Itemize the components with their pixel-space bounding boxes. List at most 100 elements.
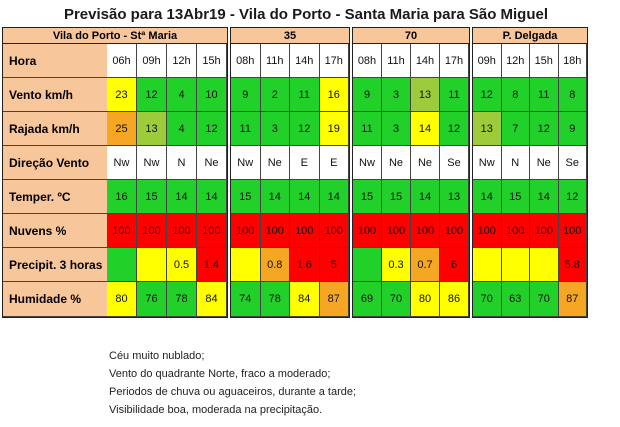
note-line: Céu muito nublado; [109,350,205,362]
value-cell: 86 [440,282,469,317]
value-cell: 11 [290,78,320,112]
hour-cell: 08h [231,44,261,78]
forecast-block: 35 08h 11h 14h 17h 9 2 11 16 11 3 12 19 Nw Ne E E 15 14 14 1… [230,27,350,318]
value-cell: 12 [290,112,320,146]
value-cell: N [501,146,530,180]
value-cell: 4 [167,78,197,112]
value-cell: 63 [501,282,530,317]
value-cell: 14 [167,180,197,214]
value-cell: 100 [353,214,382,248]
value-cell: 23 [107,78,137,112]
value-cell: 100 [231,214,261,248]
hour-cell: 17h [319,44,349,78]
value-cell [107,248,137,282]
value-cell: 3 [382,112,411,146]
value-cell: 8 [558,78,587,112]
value-cell: Ne [411,146,440,180]
hour-cell: 17h [440,44,469,78]
hour-cell: 06h [107,44,137,78]
value-cell: 12 [137,78,167,112]
row-label: Temper. ºC [3,180,107,214]
value-cell: 15 [353,180,382,214]
hour-cell: 09h [473,44,502,78]
value-cell: 3 [260,112,290,146]
value-cell: 14 [530,180,559,214]
value-cell: 1.4 [197,248,227,282]
value-cell: E [290,146,320,180]
value-cell: 100 [382,214,411,248]
value-cell: 7 [501,112,530,146]
value-cell: 0.5 [167,248,197,282]
row-label: Hora [3,44,107,78]
value-cell: 100 [501,214,530,248]
hour-cell: 18h [558,44,587,78]
value-cell: 80 [411,282,440,317]
hour-cell: 11h [260,44,290,78]
value-cell [530,248,559,282]
value-cell: 12 [473,78,502,112]
value-cell: Nw [107,146,137,180]
value-cell: 87 [319,282,349,317]
value-cell: 16 [319,78,349,112]
value-cell: 25 [107,112,137,146]
value-cell: 0.7 [411,248,440,282]
note-line: Periodos de chuva ou aguaceiros, durante… [109,386,357,398]
note-line: Visibilidade boa, moderada na precipitaç… [109,404,323,416]
value-cell: 2 [260,78,290,112]
block-header: 35 [231,28,349,44]
value-cell: Ne [197,146,227,180]
value-cell: 5 [319,248,349,282]
value-cell: 87 [558,282,587,317]
block-header: Vila do Porto - Stª Maria [3,28,227,44]
value-cell: Nw [473,146,502,180]
value-cell: 15 [137,180,167,214]
value-cell: 9 [558,112,587,146]
hour-cell: 12h [167,44,197,78]
value-cell: 16 [107,180,137,214]
value-cell: 0.8 [260,248,290,282]
value-cell: 12 [440,112,469,146]
forecast-title: Previsão para 13Abr19 - Vila do Porto - … [63,6,549,23]
hour-cell: 15h [530,44,559,78]
value-cell: 100 [473,214,502,248]
value-cell: 74 [231,282,261,317]
row-label: Direção Vento [3,146,107,180]
value-cell: 12 [530,112,559,146]
value-cell: 14 [197,180,227,214]
value-cell: 11 [353,112,382,146]
hour-cell: 14h [411,44,440,78]
value-cell: 1.6 [290,248,320,282]
value-cell: 80 [107,282,137,317]
value-cell: 15 [231,180,261,214]
value-cell: 100 [440,214,469,248]
value-cell: 4 [167,112,197,146]
value-cell: 13 [440,180,469,214]
value-cell: 100 [530,214,559,248]
hour-cell: 14h [290,44,320,78]
value-cell: 5.8 [558,248,587,282]
value-cell: 100 [137,214,167,248]
value-cell: 84 [197,282,227,317]
value-cell: 78 [260,282,290,317]
value-cell: 15 [501,180,530,214]
value-cell: Ne [530,146,559,180]
value-cell: 11 [231,112,261,146]
value-cell: Ne [382,146,411,180]
forecast-notes: Céu muito nublado; Vento do quadrante Nor… [109,347,356,419]
value-cell: Nw [353,146,382,180]
hour-cell: 08h [353,44,382,78]
value-cell: 70 [473,282,502,317]
value-cell: 9 [231,78,261,112]
hour-cell: 12h [501,44,530,78]
value-cell: 70 [530,282,559,317]
value-cell: 84 [290,282,320,317]
hour-cell: 11h [382,44,411,78]
row-label: Vento km/h [3,78,107,112]
value-cell: 100 [411,214,440,248]
value-cell: 11 [530,78,559,112]
value-cell: 70 [382,282,411,317]
row-label: Nuvens % [3,214,107,248]
value-cell: 76 [137,282,167,317]
hour-cell: 09h [137,44,167,78]
value-cell [473,248,502,282]
